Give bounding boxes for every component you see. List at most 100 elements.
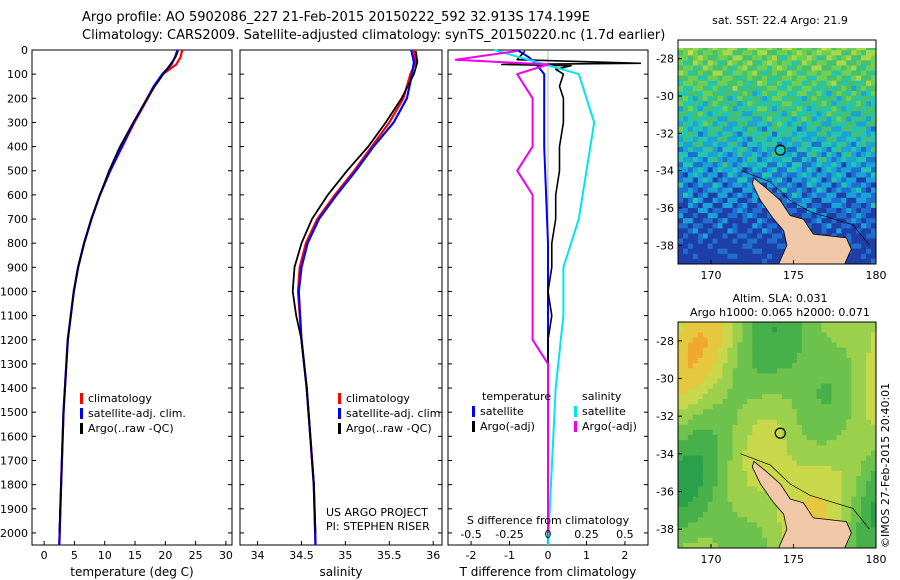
heatmap-cell bbox=[821, 111, 827, 117]
heatmap-cell bbox=[861, 455, 867, 462]
heatmap-cell bbox=[702, 496, 709, 503]
heatmap-cell bbox=[697, 465, 704, 472]
heatmap-cell bbox=[697, 248, 704, 255]
heatmap-cell bbox=[811, 50, 818, 56]
heatmap-cell bbox=[687, 233, 694, 240]
heatmap-cell bbox=[846, 429, 852, 436]
heatmap-cell bbox=[851, 327, 857, 333]
heatmap-cell bbox=[707, 85, 714, 92]
heatmap-cell bbox=[752, 532, 758, 539]
heatmap-cell bbox=[841, 455, 847, 462]
heatmap-cell bbox=[777, 419, 783, 426]
heatmap-cell bbox=[786, 347, 793, 354]
heatmap-cell bbox=[712, 152, 719, 158]
heatmap-cell bbox=[762, 60, 768, 66]
heatmap-cell bbox=[801, 440, 808, 446]
heatmap-cell bbox=[683, 40, 689, 46]
heatmap-cell bbox=[841, 75, 847, 82]
heatmap-cell bbox=[712, 218, 719, 224]
heatmap-cell bbox=[687, 228, 694, 234]
heatmap-cell bbox=[762, 136, 768, 143]
heatmap-cell bbox=[683, 481, 689, 487]
heatmap-cell bbox=[772, 399, 778, 405]
y-tick-label: 800 bbox=[7, 237, 28, 250]
heatmap-cell bbox=[811, 388, 818, 395]
heatmap-cell bbox=[836, 352, 842, 359]
heatmap-cell bbox=[687, 450, 694, 456]
heatmap-cell bbox=[717, 258, 724, 264]
heatmap-cell bbox=[678, 404, 684, 410]
heatmap-cell bbox=[678, 393, 684, 400]
heatmap-cell bbox=[742, 537, 748, 544]
heatmap-cell bbox=[821, 435, 827, 441]
heatmap-cell bbox=[737, 238, 743, 245]
heatmap-cell bbox=[791, 388, 798, 395]
heatmap-cell bbox=[732, 440, 738, 446]
heatmap-cell bbox=[717, 55, 724, 61]
heatmap-cell bbox=[826, 506, 832, 513]
heatmap-cell bbox=[821, 141, 827, 148]
heatmap-cell bbox=[752, 522, 758, 528]
heatmap-cell bbox=[831, 347, 837, 354]
heatmap-cell bbox=[762, 126, 768, 133]
heatmap-cell bbox=[678, 75, 684, 82]
heatmap-cell bbox=[871, 116, 876, 122]
heatmap-cell bbox=[692, 96, 699, 102]
heatmap-cell bbox=[866, 522, 872, 528]
heatmap-cell bbox=[856, 70, 862, 77]
heatmap-cell bbox=[866, 481, 872, 487]
heatmap-cell bbox=[782, 55, 788, 61]
heatmap-cell bbox=[727, 501, 733, 508]
heatmap-cell bbox=[683, 233, 689, 240]
heatmap-cell bbox=[687, 388, 694, 395]
heatmap-cell bbox=[747, 65, 753, 72]
heatmap-cell bbox=[762, 496, 768, 503]
heatmap-cell bbox=[777, 332, 783, 338]
heatmap-cell bbox=[801, 48, 808, 51]
heatmap-cell bbox=[767, 233, 773, 240]
heatmap-cell bbox=[846, 126, 852, 133]
heatmap-cell bbox=[777, 368, 783, 374]
heatmap-cell bbox=[826, 202, 832, 209]
heatmap-cell bbox=[707, 253, 714, 260]
heatmap-cell bbox=[692, 450, 699, 456]
heatmap-cell bbox=[712, 501, 719, 508]
heatmap-cell bbox=[678, 233, 684, 240]
heatmap-cell bbox=[717, 373, 724, 379]
heatmap-cell bbox=[831, 218, 837, 224]
heatmap-cell bbox=[762, 378, 768, 385]
heatmap-cell bbox=[742, 368, 748, 374]
heatmap-cell bbox=[737, 85, 743, 92]
heatmap-cell bbox=[762, 460, 768, 467]
heatmap-cell bbox=[717, 223, 724, 229]
heatmap-cell bbox=[692, 522, 699, 528]
heatmap-cell bbox=[772, 55, 778, 61]
heatmap-cell bbox=[841, 233, 847, 240]
heatmap-cell bbox=[742, 465, 748, 472]
heatmap-cell bbox=[856, 172, 862, 178]
heatmap-cell bbox=[712, 537, 719, 544]
heatmap-cell bbox=[678, 218, 684, 224]
heatmap-cell bbox=[692, 527, 699, 534]
heatmap-cell bbox=[757, 60, 763, 66]
heatmap-cell bbox=[747, 471, 753, 477]
heatmap-cell bbox=[821, 131, 827, 138]
heatmap-cell bbox=[871, 65, 876, 72]
heatmap-cell bbox=[791, 65, 798, 72]
heatmap-cell bbox=[846, 65, 852, 72]
heatmap-cell bbox=[826, 106, 832, 112]
heatmap-cell bbox=[692, 187, 699, 194]
heatmap-cell bbox=[826, 167, 832, 173]
heatmap-cell bbox=[707, 258, 714, 264]
heatmap-cell bbox=[762, 352, 768, 359]
heatmap-cell bbox=[692, 424, 699, 431]
heatmap-cell bbox=[678, 522, 684, 528]
heatmap-cell bbox=[772, 96, 778, 102]
heatmap-cell bbox=[692, 471, 699, 477]
heatmap-cell bbox=[687, 177, 694, 184]
heatmap-cell bbox=[742, 393, 748, 400]
heatmap-cell bbox=[791, 162, 798, 168]
x-tick-label: 180 bbox=[866, 269, 887, 282]
heatmap-cell bbox=[727, 440, 733, 446]
heatmap-cell bbox=[737, 368, 743, 374]
